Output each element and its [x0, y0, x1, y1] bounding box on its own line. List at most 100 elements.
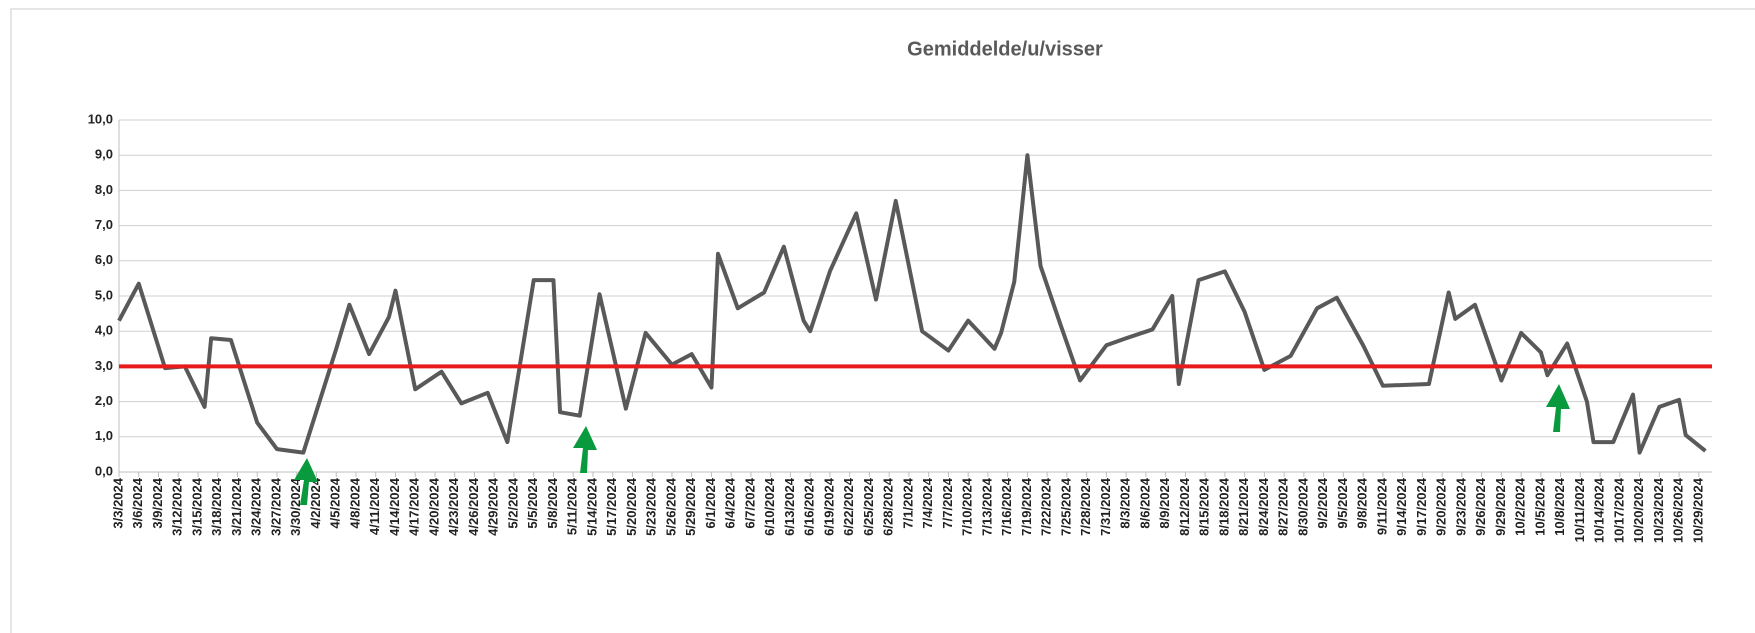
x-tick-label: 9/29/2024 — [1493, 477, 1508, 536]
x-tick-label: 5/11/2024 — [565, 477, 580, 535]
x-tick-label: 6/4/2024 — [723, 477, 738, 528]
x-tick-label: 3/9/2024 — [150, 477, 165, 528]
x-tick-label: 7/4/2024 — [920, 477, 935, 528]
x-tick-label: 4/5/2024 — [328, 477, 343, 528]
arrows — [294, 384, 1570, 505]
x-tick-label: 9/5/2024 — [1335, 477, 1350, 528]
y-tick-label: 9,0 — [95, 147, 113, 162]
x-tick-label: 5/5/2024 — [525, 477, 540, 528]
x-tick-label: 4/17/2024 — [407, 477, 422, 536]
x-tick-label: 3/18/2024 — [209, 477, 224, 536]
x-tick-label: 10/2/2024 — [1513, 477, 1528, 536]
x-tick-label: 3/12/2024 — [170, 477, 185, 536]
x-tick-label: 9/20/2024 — [1434, 477, 1449, 536]
x-tick-label: 10/14/2024 — [1592, 477, 1607, 543]
x-tick-label: 10/26/2024 — [1671, 477, 1686, 543]
x-tick-label: 10/20/2024 — [1631, 477, 1646, 543]
x-tick-label: 5/20/2024 — [624, 477, 639, 536]
x-tick-label: 6/25/2024 — [861, 477, 876, 536]
x-tick-label: 3/27/2024 — [268, 477, 283, 536]
x-tick-label: 4/29/2024 — [486, 477, 501, 536]
x-tick-label: 9/11/2024 — [1374, 477, 1389, 535]
x-tick-label: 3/24/2024 — [249, 477, 264, 536]
x-tick-label: 9/2/2024 — [1315, 477, 1330, 528]
x-tick-label: 7/19/2024 — [1019, 477, 1034, 536]
x-tick-label: 6/10/2024 — [762, 477, 777, 536]
x-tick-label: 6/16/2024 — [802, 477, 817, 536]
x-tick-label: 5/14/2024 — [584, 477, 599, 536]
x-tick-label: 5/26/2024 — [663, 477, 678, 536]
y-tick-label: 2,0 — [95, 393, 113, 408]
x-tick-label: 9/14/2024 — [1394, 477, 1409, 536]
y-tick-label: 3,0 — [95, 358, 113, 373]
y-tick-label: 8,0 — [95, 182, 113, 197]
x-tick-label: 7/25/2024 — [1058, 477, 1073, 536]
x-tick-label: 5/29/2024 — [683, 477, 698, 536]
x-tick-label: 7/31/2024 — [1098, 477, 1113, 536]
x-tick-label: 8/30/2024 — [1295, 477, 1310, 536]
x-tick-label: 8/9/2024 — [1157, 477, 1172, 528]
chart-frame — [10, 8, 1755, 633]
x-tick-label: 9/17/2024 — [1414, 477, 1429, 536]
x-tick-label: 10/11/2024 — [1572, 477, 1587, 542]
x-tick-label: 8/18/2024 — [1216, 477, 1231, 536]
x-tick-label: 7/10/2024 — [960, 477, 975, 536]
x-tick-label: 6/22/2024 — [841, 477, 856, 536]
x-tick-label: 4/26/2024 — [466, 477, 481, 536]
x-tick-label: 7/13/2024 — [979, 477, 994, 536]
x-tick-label: 8/27/2024 — [1276, 477, 1291, 536]
x-tick-label: 7/28/2024 — [1078, 477, 1093, 536]
x-tick-label: 10/5/2024 — [1532, 477, 1547, 536]
x-tick-label: 5/17/2024 — [604, 477, 619, 536]
x-tick-label: 8/3/2024 — [1118, 477, 1133, 528]
x-tick-label: 6/13/2024 — [782, 477, 797, 536]
x-tick-label: 9/26/2024 — [1473, 477, 1488, 536]
chart-title: Gemiddelde/u/visser — [907, 38, 1103, 60]
x-tick-label: 10/8/2024 — [1552, 477, 1567, 536]
x-tick-label: 4/8/2024 — [347, 477, 362, 528]
x-tick-label: 4/20/2024 — [426, 477, 441, 536]
x-tick-label: 5/8/2024 — [545, 477, 560, 528]
x-tick-label: 8/6/2024 — [1137, 477, 1152, 528]
x-tick-label: 6/28/2024 — [881, 477, 896, 536]
x-tick-label: 6/19/2024 — [821, 477, 836, 536]
x-tick-label: 8/21/2024 — [1236, 477, 1251, 536]
y-tick-label: 5,0 — [95, 287, 113, 302]
x-tick-label: 3/15/2024 — [189, 477, 204, 536]
x-tick-label: 7/1/2024 — [900, 477, 915, 528]
x-tick-label: 8/12/2024 — [1177, 477, 1192, 536]
x-tick-label: 10/17/2024 — [1611, 477, 1626, 543]
y-tick-label: 4,0 — [95, 323, 113, 338]
x-tick-label: 3/6/2024 — [130, 477, 145, 528]
x-tick-label: 3/3/2024 — [110, 477, 125, 528]
x-tick-label: 7/22/2024 — [1039, 477, 1054, 536]
y-tick-label: 0,0 — [95, 463, 113, 478]
arrow — [294, 458, 318, 505]
x-tick-label: 3/21/2024 — [229, 477, 244, 536]
x-tick-label: 9/23/2024 — [1453, 477, 1468, 536]
x-tick-label: 5/2/2024 — [505, 477, 520, 528]
x-tick-label: 10/29/2024 — [1690, 477, 1705, 543]
x-tick-label: 6/1/2024 — [703, 477, 718, 528]
x-tick-label: 4/2/2024 — [308, 477, 323, 528]
y-tick-label: 7,0 — [95, 217, 113, 232]
plot: 0,0 1,0 2,0 3,0 4,0 5,0 6,0 7,0 8,0 9,0 10,0 3/3/20… — [88, 111, 1712, 543]
y-tick-label: 1,0 — [95, 428, 113, 443]
x-tick-label: 10/23/2024 — [1651, 477, 1666, 543]
x-tick-label: 3/30/2024 — [288, 477, 303, 536]
y-tick-label: 10,0 — [88, 111, 113, 126]
x-tick-label: 8/15/2024 — [1197, 477, 1212, 536]
x-tick-label: 6/7/2024 — [742, 477, 757, 528]
x-tick-label: 8/24/2024 — [1256, 477, 1271, 536]
x-tick-label: 4/14/2024 — [387, 477, 402, 536]
x-tick-label: 7/16/2024 — [999, 477, 1014, 536]
y-tick-label: 6,0 — [95, 252, 113, 267]
x-tick-label: 4/11/2024 — [367, 477, 382, 535]
arrow — [1546, 384, 1570, 432]
arrow — [573, 426, 597, 473]
x-tick-label: 5/23/2024 — [644, 477, 659, 536]
x-tick-label: 7/7/2024 — [940, 477, 955, 528]
x-tick-label: 4/23/2024 — [446, 477, 461, 536]
